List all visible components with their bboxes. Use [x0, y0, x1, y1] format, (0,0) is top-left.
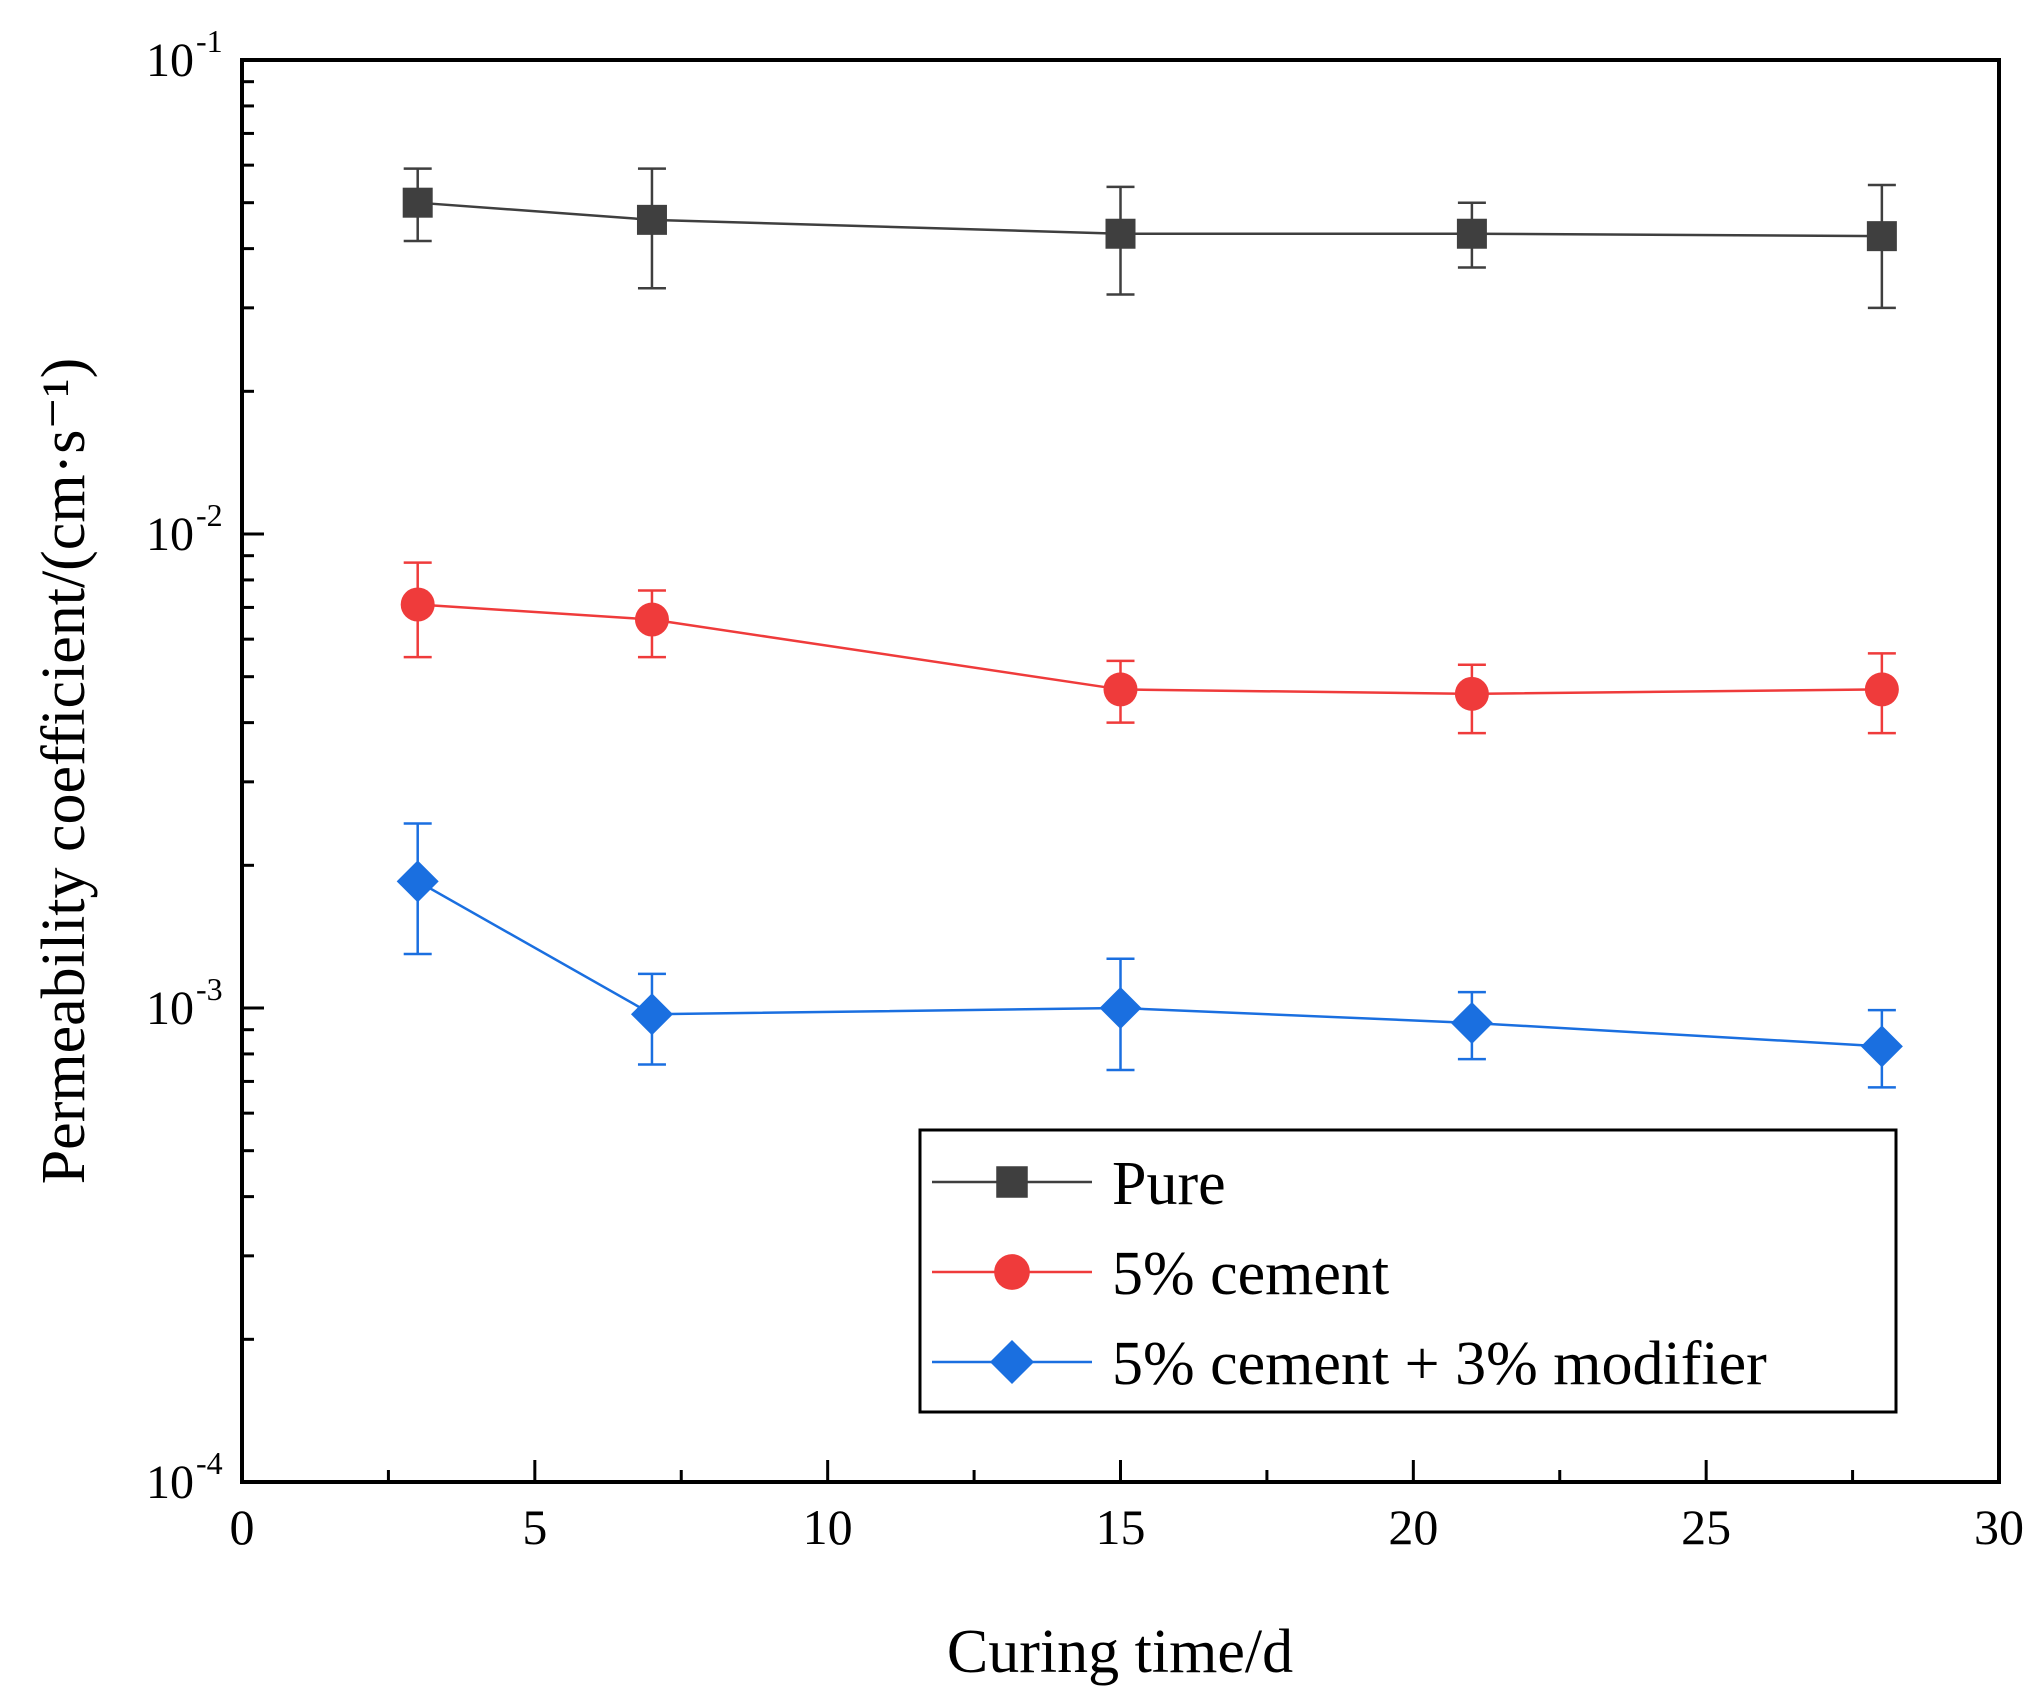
data-point [630, 993, 673, 1036]
legend-label: 5% cement [1112, 1240, 1389, 1308]
data-point [1860, 1025, 1903, 1068]
data-point [1450, 1001, 1493, 1044]
series-1 [400, 561, 1899, 735]
series-line [417, 880, 1882, 1048]
x-axis: 0 5 10 15 20 25 30 [230, 1460, 2024, 1555]
legend-marker [996, 1166, 1028, 1198]
legend-marker [989, 1339, 1035, 1385]
data-point [636, 204, 667, 235]
series-0 [402, 167, 1897, 310]
y-axis: 10-110-210-310-4 [146, 23, 264, 1509]
data-point [1864, 672, 1899, 707]
y-tick-exponent: -4 [196, 1445, 223, 1481]
x-tick-label: 30 [1974, 1499, 2024, 1555]
x-tick-label: 5 [522, 1499, 547, 1555]
x-tick-label: 20 [1388, 1499, 1438, 1555]
data-point [634, 602, 669, 637]
legend-label: Pure [1112, 1150, 1226, 1218]
legend-entry-2: 5% cement + 3% modifier [932, 1330, 1767, 1398]
y-tick-base: 10 [146, 508, 194, 561]
legend-entry-1: 5% cement [932, 1240, 1389, 1308]
legend-label: 5% cement + 3% modifier [1112, 1330, 1767, 1398]
x-tick-label: 25 [1681, 1499, 1731, 1555]
data-point [1454, 676, 1489, 711]
legend-entry-0: Pure [932, 1150, 1226, 1218]
y-tick-base: 10 [146, 982, 194, 1035]
data-point [1105, 218, 1136, 249]
data-point [1103, 672, 1138, 707]
y-tick-exponent: -3 [196, 971, 223, 1007]
data-point [396, 860, 439, 903]
legend-marker [994, 1254, 1030, 1290]
data-point [1099, 987, 1142, 1029]
data-point [400, 587, 435, 622]
legend: Pure 5% cement 5% cement + 3% modifier [918, 1128, 1898, 1414]
x-axis-label: Curing time/d [947, 1618, 1293, 1686]
y-tick-exponent: -2 [196, 497, 223, 533]
x-tick-label: 15 [1096, 1499, 1146, 1555]
y-tick-label: 10 [146, 1456, 194, 1509]
y-tick-label: 10 [146, 508, 194, 561]
x-tick-label: 0 [230, 1499, 255, 1555]
data-point [1456, 218, 1487, 249]
y-tick-label: 10 [146, 982, 194, 1035]
data-point [402, 187, 433, 218]
y-tick-label: 10 [146, 34, 194, 87]
y-tick-base: 10 [146, 34, 194, 87]
y-axis-label: Permeability coefficient/(cm·s⁻¹) [30, 358, 98, 1185]
y-tick-exponent: -1 [196, 23, 223, 59]
x-tick-label: 10 [803, 1499, 853, 1555]
data-point [1866, 221, 1897, 252]
y-tick-base: 10 [146, 1456, 194, 1509]
series-layer [396, 167, 1903, 1089]
series-2 [396, 822, 1903, 1089]
